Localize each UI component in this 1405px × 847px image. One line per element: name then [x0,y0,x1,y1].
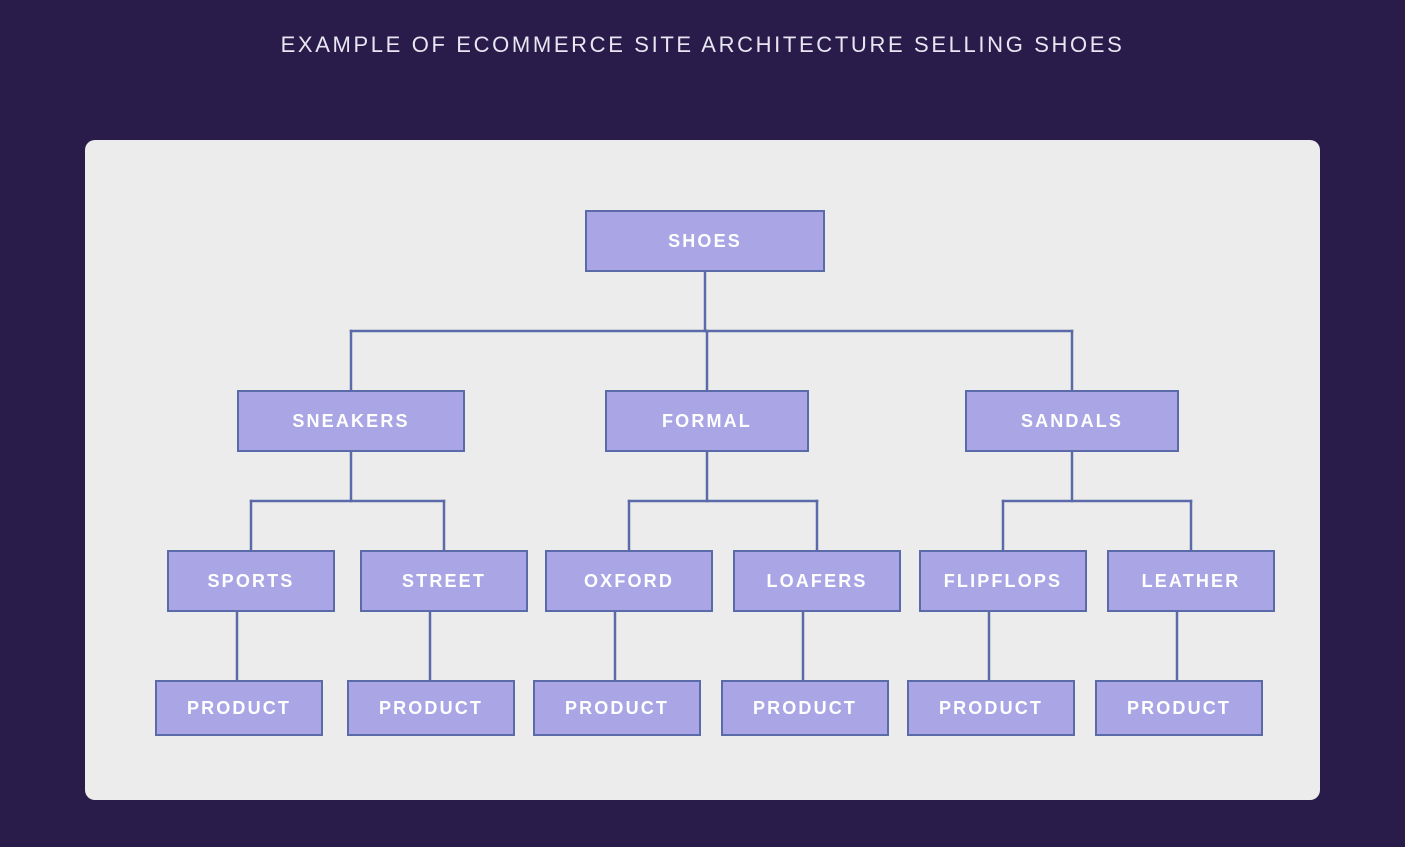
tree-node-street: STREET [360,550,528,612]
tree-node-p3: PRODUCT [533,680,701,736]
tree-node-loafers: LOAFERS [733,550,901,612]
tree-node-sneakers: SNEAKERS [237,390,465,452]
tree-node-label: STREET [402,571,486,592]
tree-node-p6: PRODUCT [1095,680,1263,736]
diagram-panel: SHOES SNEAKERS FORMAL SANDALS SPORTS STREET OX… [85,140,1320,800]
tree-node-p2: PRODUCT [347,680,515,736]
tree-node-label: PRODUCT [187,698,291,719]
tree-node-label: PRODUCT [939,698,1043,719]
tree-node-oxford: OXFORD [545,550,713,612]
tree-node-p5: PRODUCT [907,680,1075,736]
tree-node-label: SHOES [668,231,742,252]
page: EXAMPLE OF ECOMMERCE SITE ARCHITECTURE S… [0,0,1405,847]
tree-node-label: PRODUCT [379,698,483,719]
tree-node-label: SPORTS [208,571,295,592]
tree-node-label: FORMAL [662,411,752,432]
tree-node-label: SNEAKERS [292,411,409,432]
tree-node-label: FLIPFLOPS [944,571,1062,592]
tree-node-p1: PRODUCT [155,680,323,736]
diagram-title: EXAMPLE OF ECOMMERCE SITE ARCHITECTURE S… [0,32,1405,58]
tree-node-label: LEATHER [1142,571,1241,592]
tree-node-sports: SPORTS [167,550,335,612]
tree-node-label: OXFORD [584,571,674,592]
tree-node-label: PRODUCT [753,698,857,719]
tree-node-root: SHOES [585,210,825,272]
tree-node-label: SANDALS [1021,411,1123,432]
tree-node-label: LOAFERS [766,571,867,592]
tree-node-p4: PRODUCT [721,680,889,736]
tree-node-flipflops: FLIPFLOPS [919,550,1087,612]
tree-node-label: PRODUCT [1127,698,1231,719]
tree-node-leather: LEATHER [1107,550,1275,612]
tree-node-label: PRODUCT [565,698,669,719]
tree-node-sandals: SANDALS [965,390,1179,452]
tree-node-formal: FORMAL [605,390,809,452]
